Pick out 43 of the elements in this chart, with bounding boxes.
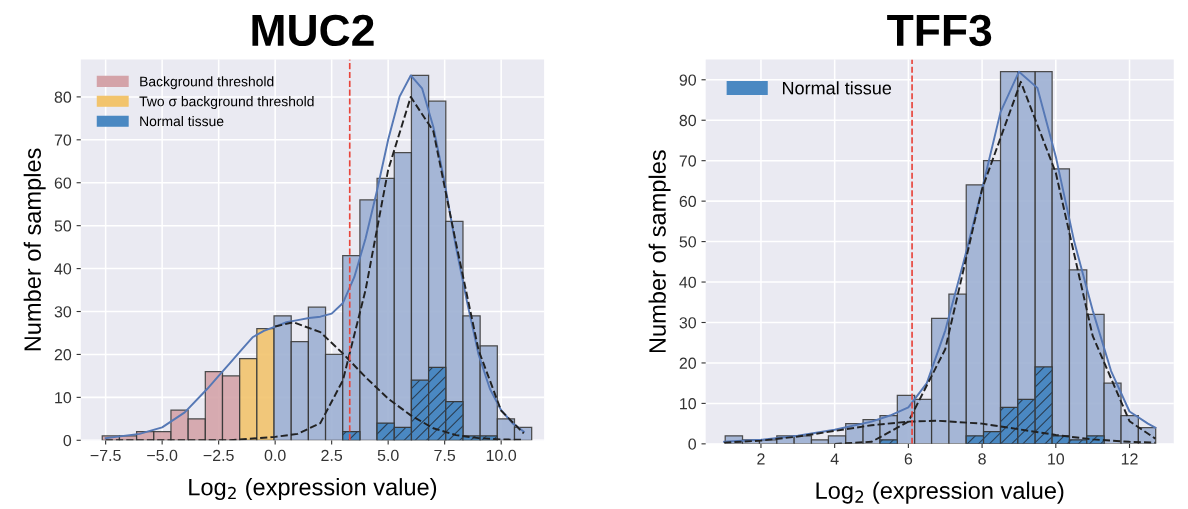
chart-title: MUC2	[252, 14, 374, 47]
x-tick-label: −2.5	[203, 449, 234, 462]
x-tick-label: 10	[1048, 453, 1065, 465]
y-tick-label: 70	[54, 134, 72, 146]
x-tick-label: 2.5	[321, 449, 343, 462]
x-tick-label: 10.0	[486, 449, 517, 462]
x-axis-title: Log$_{2}$ (expression value)	[189, 478, 437, 501]
y-tick-label: 50	[54, 220, 72, 232]
y-tick-label: 70	[679, 155, 697, 167]
y-tick-label: 10	[55, 392, 72, 404]
y-tick-label: 60	[679, 195, 697, 208]
y-axis-title: Number of samples	[648, 150, 671, 353]
legend-label: Normal tissue	[140, 116, 224, 127]
y-tick-label: 30	[54, 306, 72, 318]
y-tick-label: 40	[679, 276, 697, 288]
legend-label: Normal tissue	[782, 81, 892, 95]
x-tick-label: 4	[830, 453, 839, 465]
y-axis-title: Number of samples	[23, 148, 46, 351]
y-tick-label: 60	[54, 177, 72, 189]
y-tick-label: 80	[54, 91, 72, 103]
y-tick-label: 30	[679, 317, 697, 329]
x-tick-label: 2	[757, 453, 765, 465]
y-tick-label: 0	[63, 434, 72, 447]
y-tick-label: 90	[679, 74, 697, 86]
y-tick-label: 0	[688, 438, 697, 450]
legend-label: Two σ background threshold	[139, 96, 314, 110]
chart-title: TFF3	[887, 14, 992, 47]
x-tick-label: 8	[978, 453, 986, 465]
x-tick-label: −7.5	[90, 449, 121, 462]
y-tick-label: 40	[54, 263, 72, 275]
x-tick-label: 5.0	[377, 449, 399, 462]
x-tick-label: 6	[904, 453, 913, 465]
y-tick-label: 80	[679, 114, 697, 127]
y-tick-label: 20	[54, 349, 72, 361]
x-tick-label: 0.0	[264, 449, 286, 462]
x-tick-label: 7.5	[434, 449, 456, 462]
x-tick-label: 12	[1121, 453, 1138, 465]
x-axis-title: Log$_{2}$ (expression value)	[816, 481, 1064, 504]
x-tick-label: −5.0	[147, 449, 178, 462]
legend-label: Background threshold	[140, 76, 274, 90]
y-tick-label: 50	[679, 236, 697, 248]
y-tick-label: 10	[680, 398, 697, 410]
y-tick-label: 20	[679, 357, 697, 369]
